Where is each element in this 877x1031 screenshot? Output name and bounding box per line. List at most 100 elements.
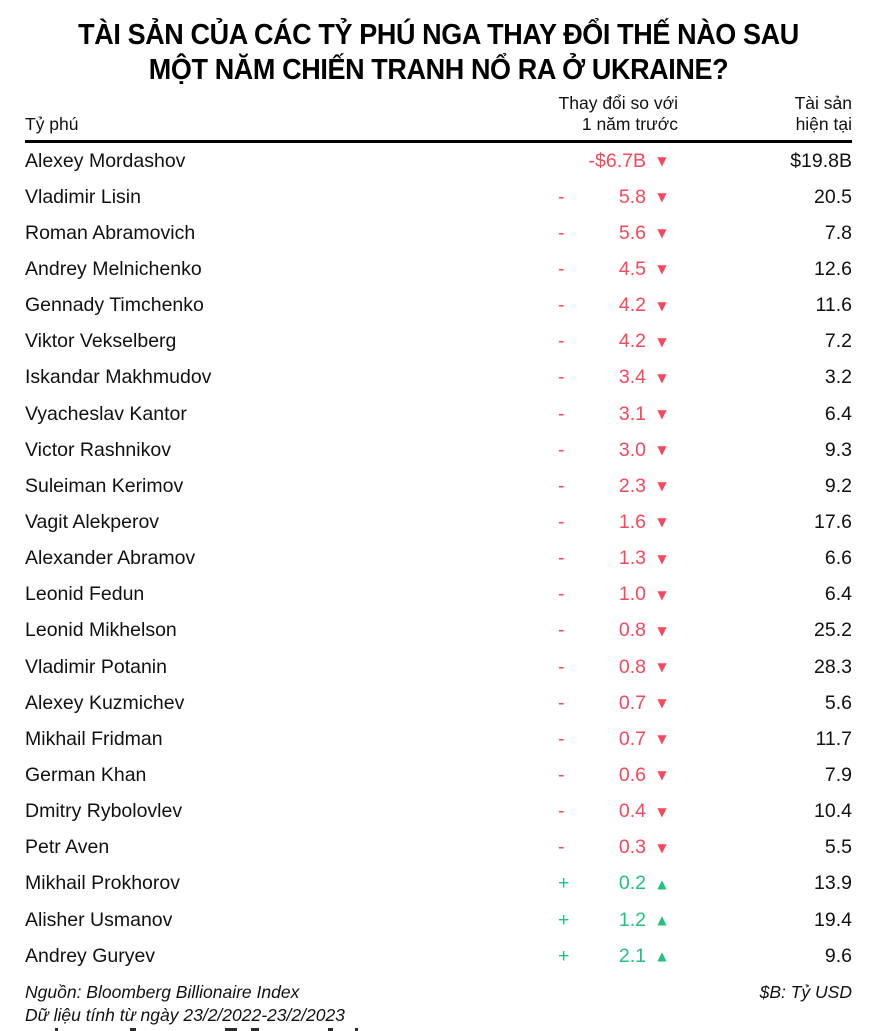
change-cell: - 3.4 ▼ (558, 366, 678, 389)
current-assets: 9.2 (824, 474, 852, 497)
change-value: 0.6 (618, 763, 646, 786)
table-row: Iskandar Makhmudov - 3.4 ▼ 3.2 (25, 360, 852, 396)
table-row: Suleiman Kerimov - 2.3 ▼ 9.2 (25, 468, 852, 504)
change-value: 1.0 (618, 583, 646, 606)
change-value: 1.2 (618, 908, 646, 931)
billionaire-name: Mikhail Prokhorov (25, 872, 180, 895)
change-value: 0.8 (618, 619, 646, 642)
change-cell: - 4.2 ▼ (558, 330, 678, 353)
current-assets: 5.5 (824, 836, 852, 859)
change-value: 3.4 (618, 366, 646, 389)
table-row: Vladimir Potanin - 0.8 ▼ 28.3 (25, 649, 852, 685)
triangle-up-icon: ▲ (657, 913, 667, 928)
billionaire-name: Andrey Melnichenko (25, 257, 202, 280)
change-sign: + (558, 944, 570, 967)
current-assets: $19.8B (790, 149, 852, 172)
change-value: 2.3 (618, 474, 646, 497)
billionaire-name: Vagit Alekperov (25, 510, 160, 533)
chart-title-line-1: TÀI SẢN CỦA CÁC TỶ PHÚ NGA THAY ĐỔI THẾ … (78, 19, 799, 51)
billionaire-name: Andrey Guryev (25, 944, 156, 967)
change-sign: - (558, 438, 565, 461)
table-row: Mikhail Prokhorov + 0.2 ▲ 13.9 (25, 866, 852, 902)
triangle-down-icon: ▼ (657, 551, 667, 566)
triangle-down-icon: ▼ (657, 154, 667, 169)
change-cell: - 1.0 ▼ (558, 583, 678, 606)
table-row: Roman Abramovich - 5.6 ▼ 7.8 (25, 215, 852, 251)
change-cell: + 2.1 ▲ (558, 945, 678, 968)
column-header-billionaire: Tỷ phú (25, 114, 79, 134)
table-row: Alexey Kuzmichev - 0.7 ▼ 5.6 (25, 685, 852, 721)
current-assets: 17.6 (814, 510, 852, 533)
triangle-down-icon: ▼ (657, 840, 667, 855)
billionaire-name: Alisher Usmanov (25, 908, 173, 931)
table-row: Andrey Guryev + 2.1 ▲ 9.6 (25, 938, 852, 974)
table-row: Mikhail Fridman - 0.7 ▼ 11.7 (25, 721, 852, 757)
billionaire-name: Vladimir Lisin (25, 185, 141, 208)
column-header-change-line-1: Thay đổi so với (558, 93, 678, 113)
change-sign: - (558, 294, 565, 317)
column-header-change: Thay đổi so với 1 năm trước (498, 93, 678, 135)
column-header-assets: Tài sản hiện tại (678, 93, 852, 135)
current-assets: 9.6 (824, 944, 852, 967)
billionaire-name: Gennady Timchenko (25, 294, 204, 317)
change-cell: - 0.3 ▼ (558, 836, 678, 859)
triangle-down-icon: ▼ (657, 443, 667, 458)
change-value: 0.7 (618, 691, 646, 714)
billionaire-name: Alexey Mordashov (25, 149, 186, 172)
change-sign: - (558, 330, 565, 353)
current-assets: 28.3 (814, 655, 852, 678)
triangle-down-icon: ▼ (657, 190, 667, 205)
billionaire-name: Alexey Kuzmichev (25, 691, 185, 714)
change-value: 3.0 (618, 438, 646, 461)
change-cell: - 0.8 ▼ (558, 656, 678, 679)
table-row: Viktor Vekselberg - 4.2 ▼ 7.2 (25, 324, 852, 360)
billionaire-name: Suleiman Kerimov (25, 474, 184, 497)
change-cell: + 1.2 ▲ (558, 909, 678, 932)
change-cell: - 2.3 ▼ (558, 475, 678, 498)
triangle-down-icon: ▼ (657, 732, 667, 747)
change-sign: - (558, 727, 565, 750)
table-row: Alisher Usmanov + 1.2 ▲ 19.4 (25, 902, 852, 938)
change-value: 2.1 (618, 944, 646, 967)
current-assets: 10.4 (814, 800, 852, 823)
change-cell: - 1.3 ▼ (558, 547, 678, 570)
change-value: -$6.7B (588, 149, 646, 172)
triangle-down-icon: ▼ (657, 226, 667, 241)
change-cell: - 5.6 ▼ (558, 222, 678, 245)
current-assets: 11.7 (815, 727, 852, 750)
change-value: 1.3 (618, 547, 646, 570)
change-sign: - (558, 836, 565, 859)
source-line: Nguồn: Bloomberg Billionaire Index (25, 982, 300, 1003)
change-value: 0.2 (618, 872, 646, 895)
table-row: Andrey Melnichenko - 4.5 ▼ 12.6 (25, 251, 852, 287)
triangle-down-icon: ▼ (657, 515, 667, 530)
table-row: German Khan - 0.6 ▼ 7.9 (25, 757, 852, 793)
change-sign: - (558, 583, 565, 606)
change-sign: - (558, 763, 565, 786)
current-assets: 9.3 (824, 438, 852, 461)
change-cell: - 0.6 ▼ (558, 764, 678, 787)
triangle-down-icon: ▼ (657, 298, 667, 313)
billionaire-name: Leonid Fedun (25, 583, 145, 606)
change-value: 1.6 (618, 510, 646, 533)
change-sign: - (558, 800, 565, 823)
table-row: Alexey Mordashov -$6.7B ▼ $19.8B (25, 143, 852, 179)
column-header-assets-line-2: hiện tại (795, 114, 852, 134)
triangle-down-icon: ▼ (657, 407, 667, 422)
triangle-down-icon: ▼ (657, 804, 667, 819)
change-value: 0.7 (618, 727, 646, 750)
change-cell: - 0.7 ▼ (558, 728, 678, 751)
current-assets: 5.6 (824, 691, 852, 714)
change-cell: + 0.2 ▲ (558, 872, 678, 895)
billionaire-name: Alexander Abramov (25, 547, 196, 570)
triangle-down-icon: ▼ (657, 587, 667, 602)
billionaire-name: Mikhail Fridman (25, 727, 163, 750)
change-sign: - (558, 474, 565, 497)
triangle-down-icon: ▼ (657, 623, 667, 638)
current-assets: 7.2 (824, 330, 852, 353)
triangle-down-icon: ▼ (657, 768, 667, 783)
change-cell: - 0.4 ▼ (558, 800, 678, 823)
change-value: 4.2 (618, 294, 646, 317)
table-row: Alexander Abramov - 1.3 ▼ 6.6 (25, 541, 852, 577)
